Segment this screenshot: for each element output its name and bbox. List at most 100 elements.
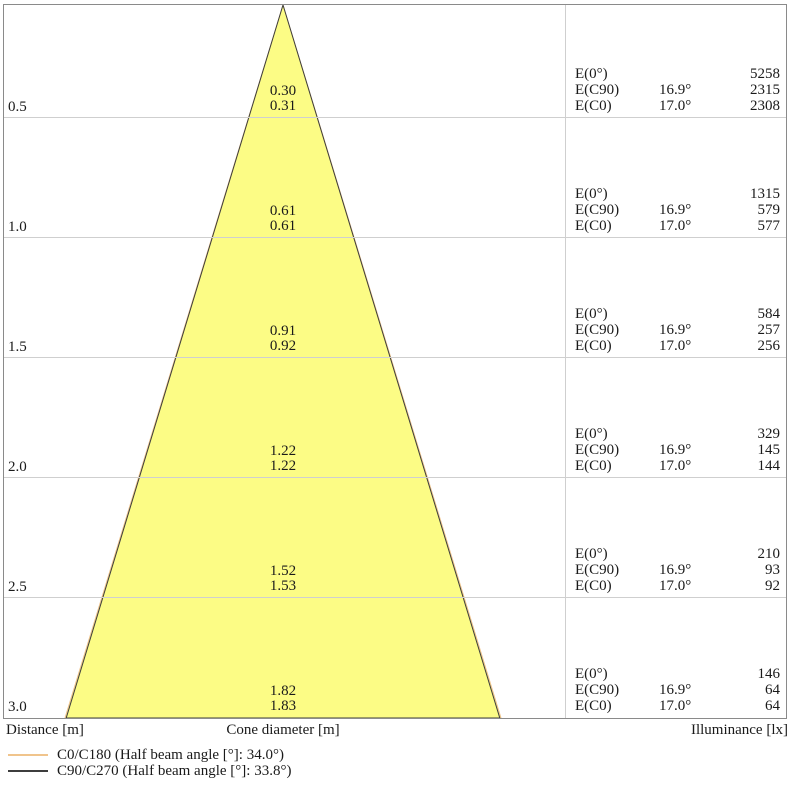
legend-label-c0-c180: C0/C180 (Half beam angle [°]: 34.0°)	[57, 746, 284, 763]
illuminance-axis-label: Illuminance [lx]	[690, 722, 788, 738]
illuminance-half-angle: 16.9°	[659, 562, 692, 578]
illuminance-half-angle	[659, 306, 725, 322]
grid-line	[4, 357, 786, 358]
illuminance-plane-label: E(0°)	[575, 546, 608, 562]
illuminance-plane-label: E(0°)	[575, 666, 608, 682]
chart-area: 0.5 0.30 0.31 E(0°) 5258 E(C90) 16.9° 2315 E(C0)…	[3, 4, 787, 719]
grid-line	[4, 237, 786, 238]
illuminance-value: 145	[757, 442, 781, 458]
table-divider-line	[565, 5, 566, 718]
illuminance-row: E(C0) 17.0° 2308	[565, 98, 786, 114]
illuminance-block: E(0°) 5258 E(C90) 16.9° 2315 E(C0) 17.0° 2308	[565, 66, 786, 114]
illuminance-half-angle: 16.9°	[659, 82, 692, 98]
cone-diameter-value: 1.82	[269, 683, 297, 699]
distance-axis-label: Distance [m]	[6, 722, 84, 738]
illuminance-block: E(0°) 146 E(C90) 16.9° 64 E(C0) 17.0° 64	[565, 666, 786, 714]
illuminance-half-angle: 16.9°	[659, 202, 692, 218]
cone-diameter-axis-label: Cone diameter [m]	[226, 722, 340, 738]
illuminance-half-angle: 17.0°	[659, 578, 692, 594]
illuminance-half-angle: 17.0°	[659, 98, 692, 114]
illuminance-plane-label: E(C90)	[575, 442, 620, 458]
illuminance-value: 64	[765, 682, 780, 698]
illuminance-half-angle: 17.0°	[659, 338, 692, 354]
c0-c180-line-icon	[8, 754, 48, 756]
c90-c270-line-icon	[8, 770, 48, 772]
cone-diameter-value: 0.92	[269, 338, 297, 354]
illuminance-plane-label: E(C90)	[575, 202, 620, 218]
illuminance-value: 2315	[750, 82, 780, 98]
cone-diameter-value: 1.22	[269, 458, 297, 474]
illuminance-row: E(C90) 16.9° 145	[565, 442, 786, 458]
illuminance-value: 2308	[750, 98, 780, 114]
distance-label: 2.0	[8, 459, 27, 475]
illuminance-value: 93	[765, 562, 780, 578]
cone-diameter-value: 0.91	[269, 323, 297, 339]
illuminance-value: 584	[757, 306, 781, 322]
illuminance-value: 92	[765, 578, 780, 594]
illuminance-plane-label: E(C0)	[575, 338, 612, 354]
cone-diameter-value: 1.22	[269, 443, 297, 459]
illuminance-value: 64	[765, 698, 780, 714]
distance-label: 2.5	[8, 579, 27, 595]
cone-diameter-values: 1.22 1.22	[270, 444, 296, 474]
distance-label: 3.0	[8, 699, 27, 715]
illuminance-half-angle: 17.0°	[659, 698, 692, 714]
illuminance-plane-label: E(C0)	[575, 698, 612, 714]
illuminance-row: E(0°) 146	[565, 666, 786, 682]
illuminance-row: E(C90) 16.9° 93	[565, 562, 786, 578]
cone-diameter-values: 0.61 0.61	[270, 204, 296, 234]
illuminance-value: 329	[757, 426, 781, 442]
cone-diameter-value: 1.83	[269, 698, 297, 714]
illuminance-value: 257	[757, 322, 781, 338]
cone-diameter-values: 1.82 1.83	[270, 684, 296, 714]
illuminance-plane-label: E(C0)	[575, 218, 612, 234]
illuminance-plane-label: E(0°)	[575, 426, 608, 442]
illuminance-row: E(0°) 584	[565, 306, 786, 322]
illuminance-value: 146	[757, 666, 781, 682]
cone-diameter-values: 1.52 1.53	[270, 564, 296, 594]
illuminance-plane-label: E(0°)	[575, 186, 608, 202]
cone-diameter-value: 0.61	[269, 218, 297, 234]
illuminance-half-angle: 17.0°	[659, 458, 692, 474]
illuminance-plane-label: E(C90)	[575, 82, 620, 98]
cone-diameter-value: 0.61	[269, 203, 297, 219]
illuminance-plane-label: E(C90)	[575, 322, 620, 338]
illuminance-plane-label: E(0°)	[575, 66, 608, 82]
illuminance-plane-label: E(0°)	[575, 306, 608, 322]
distance-label: 1.0	[8, 219, 27, 235]
illuminance-plane-label: E(C0)	[575, 98, 612, 114]
illuminance-row: E(0°) 210	[565, 546, 786, 562]
illuminance-row: E(C90) 16.9° 257	[565, 322, 786, 338]
cone-diameter-value: 0.30	[269, 83, 297, 99]
grid-line	[4, 117, 786, 118]
illuminance-value: 577	[757, 218, 781, 234]
illuminance-row: E(0°) 329	[565, 426, 786, 442]
illuminance-plane-label: E(C0)	[575, 578, 612, 594]
illuminance-block: E(0°) 329 E(C90) 16.9° 145 E(C0) 17.0° 144	[565, 426, 786, 474]
illuminance-value: 256	[757, 338, 781, 354]
illuminance-row: E(0°) 5258	[565, 66, 786, 82]
illuminance-row: E(C0) 17.0° 256	[565, 338, 786, 354]
cone-diameter-values: 0.91 0.92	[270, 324, 296, 354]
illuminance-row: E(C0) 17.0° 577	[565, 218, 786, 234]
light-cone	[64, 5, 502, 718]
cone-diameter-value: 0.31	[269, 98, 297, 114]
legend-item-c0-c180: C0/C180 (Half beam angle [°]: 34.0°)	[6, 747, 291, 763]
illuminance-row: E(0°) 1315	[565, 186, 786, 202]
distance-label: 1.5	[8, 339, 27, 355]
illuminance-row: E(C90) 16.9° 64	[565, 682, 786, 698]
illuminance-row: E(C0) 17.0° 64	[565, 698, 786, 714]
illuminance-plane-label: E(C0)	[575, 458, 612, 474]
illuminance-half-angle	[659, 666, 725, 682]
distance-label: 0.5	[8, 99, 27, 115]
illuminance-value: 144	[757, 458, 781, 474]
illuminance-plane-label: E(C90)	[575, 682, 620, 698]
illuminance-half-angle	[659, 546, 725, 562]
cone-diameter-value: 1.52	[269, 563, 297, 579]
illuminance-value: 579	[757, 202, 781, 218]
illuminance-half-angle: 17.0°	[659, 218, 692, 234]
grid-line	[4, 477, 786, 478]
illuminance-value: 5258	[750, 66, 780, 82]
cone-diameter-values: 0.30 0.31	[270, 84, 296, 114]
